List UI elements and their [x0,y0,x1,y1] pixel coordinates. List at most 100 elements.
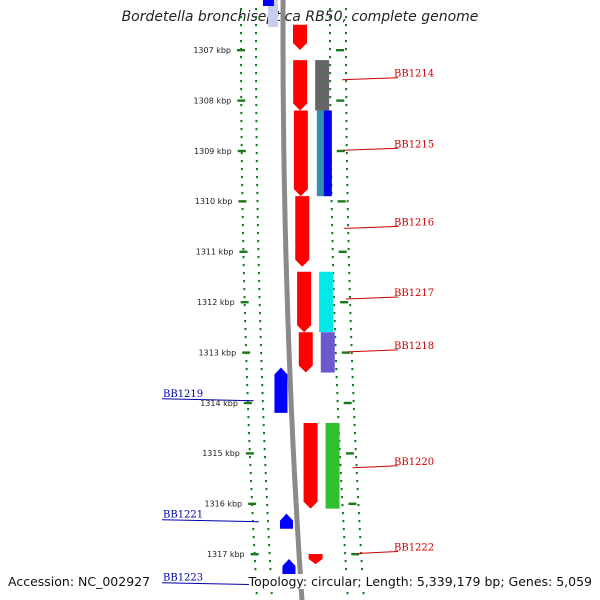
gene-labels[interactable]: BB1214 BB1215 BB1216 BB1217 BB1218 BB1220 BB12… [161,69,434,586]
gene-label-bb1216[interactable]: BB1216 [394,217,434,228]
ruler-dot [266,520,269,523]
ruler-dot [253,544,256,547]
ruler-dot [340,480,343,483]
ruler-dot [357,504,360,507]
gene-label-bb1214[interactable]: BB1214 [394,69,434,80]
tick-label: 1317 kbp [207,550,245,559]
ruler-tick [245,452,254,455]
gene-plus-bb1214[interactable] [293,60,308,111]
gene-label-bb1215[interactable]: BB1215 [394,139,434,150]
gene-plus-bb1217[interactable] [297,271,312,333]
ruler-dot [345,160,348,163]
ruler-dot [258,288,261,291]
ruler-dot [329,56,332,59]
feature-bar [316,110,326,197]
label-leader [357,550,399,554]
ruler-dot [345,48,348,51]
ruler-dot [258,280,261,283]
ruler-dot [349,320,352,323]
accession-text: Accession: NC_002927 [8,574,151,589]
ruler-tick-right [341,351,350,354]
ruler-dot [240,96,243,99]
ruler-dot [242,272,245,275]
ruler-dot [265,488,268,491]
ruler-dot [346,208,349,211]
label-leader [347,349,399,353]
ruler-dot [255,112,258,115]
ruler-dot [245,360,248,363]
ruler-dot [357,512,360,515]
ruler-dot [241,184,244,187]
ruler-dot [356,480,359,483]
gene-plus-partial[interactable] [293,24,308,50]
ruler-dot [260,360,263,363]
ruler-dot [346,592,349,595]
backbone-line [280,0,305,600]
ruler-dot [240,88,243,91]
ruler-dot [255,56,258,59]
ruler-dot [244,336,247,339]
ruler-dot [348,296,351,299]
gene-plus-bb1220[interactable] [303,422,318,509]
ruler-dot [355,456,358,459]
ruler-tick-right [336,49,345,52]
ruler-dot [336,408,339,411]
ruler-dot [351,360,354,363]
ruler-tick [248,502,257,505]
ruler-dot [269,568,272,571]
label-leader [344,225,399,229]
ruler-dot [347,256,350,259]
ruler-dot [245,368,248,371]
ruler-dot [255,144,258,147]
label-leader [342,147,399,151]
ruler-dot [263,440,266,443]
ruler-dot [240,168,243,171]
ruler-dot [263,432,266,435]
gene-plus-bb1215[interactable] [293,110,308,197]
gene-label-bb1219[interactable]: BB1219 [163,389,203,400]
ruler-dot [345,152,348,155]
ruler-dot [240,40,243,43]
gene-minus-bb1221[interactable] [279,513,293,529]
gene-label-bb1220[interactable]: BB1220 [394,457,434,468]
ruler-dot [336,392,339,395]
gene-label-bb1218[interactable]: BB1218 [394,341,434,352]
ruler-dot [256,184,259,187]
ruler-dot [345,80,348,83]
ruler-dot [255,592,258,595]
ruler-dot [329,16,332,19]
gene-plus-bb1216[interactable] [295,196,310,267]
ruler-dot [254,568,257,571]
feature-bar [323,110,332,197]
ruler-dot [329,48,332,51]
ruler-dot [250,496,253,499]
ruler-dot [345,120,348,123]
ruler-dot [244,328,247,331]
ruler-dot [242,240,245,243]
ruler-dot [266,512,269,515]
gene-label-bb1221[interactable]: BB1221 [163,510,203,521]
gene-label-bb1217[interactable]: BB1217 [394,288,434,299]
ruler-dot [342,520,345,523]
ruler-dot [349,304,352,307]
ruler-dot [247,408,250,411]
ruler-tick-right [351,553,360,556]
gene-plus-bb1218[interactable] [298,332,313,373]
ruler-dot [350,344,353,347]
ruler-dot [357,496,360,499]
gene-label-bb1223[interactable]: BB1223 [163,573,203,584]
gene-minus-bb1219[interactable] [274,367,288,413]
gene-plus-bb1222[interactable] [308,554,323,565]
tick-label: 1312 kbp [197,298,235,307]
ruler-dot [329,40,332,43]
ruler-dot [243,280,246,283]
backbone-gene-top [263,0,274,6]
ruler-tick [240,301,249,304]
ruler-dot [346,184,349,187]
ruler-dot [352,408,355,411]
ruler-dot [268,544,271,547]
ruler-dot [243,296,246,299]
ruler-dot [262,424,265,427]
ruler-dot [246,384,249,387]
gene-label-bb1222[interactable]: BB1222 [394,542,434,553]
